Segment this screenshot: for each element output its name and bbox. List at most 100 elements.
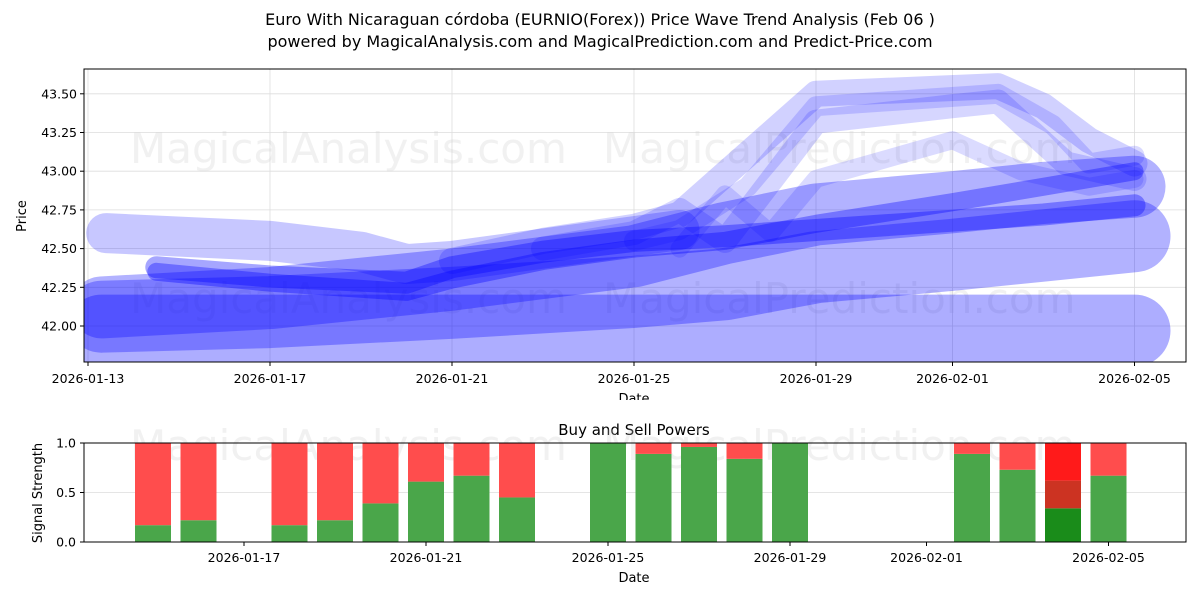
buy-segment xyxy=(499,497,535,542)
sell-segment xyxy=(1045,443,1081,481)
buy-sell-bar xyxy=(635,443,672,542)
y-tick-label: 42.50 xyxy=(41,241,77,256)
main-grid xyxy=(84,69,1186,362)
watermark-prediction: MagicalPrediction.com xyxy=(603,124,1076,173)
buy-sell-bar xyxy=(135,443,171,542)
sell-segment xyxy=(726,443,763,459)
wave-peak-a xyxy=(439,73,1148,274)
x-tick-label: 2026-01-21 xyxy=(416,371,489,386)
sell-segment xyxy=(180,443,217,521)
sub-x-axis: 2026-01-17 2026-01-21 2026-01-25 2026-01-29… xyxy=(208,542,1145,565)
buy-sell-bar xyxy=(1045,443,1081,542)
buy-sell-bar xyxy=(180,443,217,542)
watermark-prediction-3: MagicalPrediction.com xyxy=(603,421,1076,470)
buy-segment xyxy=(408,481,444,542)
watermark-prediction-2: MagicalPrediction.com xyxy=(603,274,1076,323)
watermark-analysis-3: MagicalAnalysis.com xyxy=(130,421,567,470)
buy-sell-title: Buy and Sell Powers xyxy=(558,421,710,439)
buy-segment xyxy=(999,469,1036,542)
watermark-analysis-2: MagicalAnalysis.com xyxy=(130,274,567,323)
buy-segment xyxy=(726,458,763,542)
main-x-axis: 2026-01-13 2026-01-17 2026-01-21 2026-01-25… xyxy=(52,362,1171,386)
x-tick-label: 2026-01-25 xyxy=(598,371,671,386)
main-plot-frame xyxy=(83,68,1187,363)
x-tick-label: 2026-02-01 xyxy=(890,550,963,565)
buy-sell-bar xyxy=(499,443,535,542)
main-y-label: Price xyxy=(15,200,30,232)
wave-mid-low xyxy=(84,200,1171,353)
x-tick-label: 2026-01-17 xyxy=(234,371,307,386)
x-tick-label: 2026-02-05 xyxy=(1072,550,1145,565)
buy-segment xyxy=(362,503,399,542)
buy-sell-bar xyxy=(954,443,990,542)
buy-sell-bar xyxy=(1090,443,1127,542)
y-tick-label: 0.0 xyxy=(56,535,76,550)
sell-segment xyxy=(999,443,1036,470)
sell-segment xyxy=(362,443,399,504)
sell-segment xyxy=(317,443,353,521)
wave-mid-high xyxy=(84,155,1166,339)
x-tick-label: 2026-01-29 xyxy=(780,371,853,386)
buy-sell-bar xyxy=(453,443,490,542)
sell-segment xyxy=(635,443,672,454)
sub-y-label: Signal Strength xyxy=(31,443,46,543)
buy-segment xyxy=(453,475,490,542)
sell-segment xyxy=(954,443,990,454)
sub-x-label: Date xyxy=(618,571,649,586)
buy-segment xyxy=(1090,475,1127,542)
wave-peak-b xyxy=(531,89,1147,261)
y-tick-label: 43.25 xyxy=(41,125,77,140)
buy-sell-bar xyxy=(726,443,763,542)
chart-subtitle: powered by MagicalAnalysis.com and Magic… xyxy=(267,32,933,51)
x-tick-label: 2026-01-21 xyxy=(390,550,463,565)
x-tick-label: 2026-01-25 xyxy=(572,550,645,565)
buy-sell-bar xyxy=(590,443,626,542)
y-tick-label: 42.75 xyxy=(41,202,77,217)
main-y-axis: 42.00 42.25 42.50 42.75 43.00 43.25 43.50 xyxy=(41,86,84,334)
x-tick-label: 2026-01-17 xyxy=(208,550,281,565)
buy-sell-bars xyxy=(135,443,1127,542)
y-tick-label: 1.0 xyxy=(56,436,76,451)
y-tick-label: 43.00 xyxy=(41,164,77,179)
main-x-label: Date xyxy=(618,392,649,400)
x-tick-label: 2026-01-29 xyxy=(754,550,827,565)
sell-segment xyxy=(408,443,444,482)
buy-segment xyxy=(180,520,217,542)
buy-segment xyxy=(271,525,308,542)
x-tick-label: 2026-02-01 xyxy=(916,371,989,386)
y-tick-label: 0.5 xyxy=(56,485,76,500)
x-tick-label: 2026-01-13 xyxy=(52,371,125,386)
price-wave-chart: MagicalAnalysis.com MagicalPrediction.co… xyxy=(15,68,1187,400)
wave-core-b xyxy=(147,162,1144,301)
wave-series xyxy=(84,73,1171,362)
sell-segment xyxy=(271,443,308,526)
wave-core-a xyxy=(145,194,1146,294)
sub-plot-frame xyxy=(83,442,1187,543)
buy-sell-bar xyxy=(772,443,808,542)
wave-peak-c xyxy=(624,83,1145,251)
sell-segment xyxy=(499,443,535,498)
buy-sell-bar xyxy=(408,443,444,542)
buy-sell-bar xyxy=(999,443,1036,542)
buy-segment xyxy=(317,520,353,542)
buy-sell-bar xyxy=(271,443,308,542)
buy-segment xyxy=(590,443,626,542)
buy-segment xyxy=(954,453,990,542)
y-tick-label: 43.50 xyxy=(41,86,77,101)
sub-y-axis: 0.0 0.5 1.0 xyxy=(56,436,84,550)
buy-sell-bar xyxy=(362,443,399,542)
wave-left-wide xyxy=(86,210,700,285)
watermark-analysis: MagicalAnalysis.com xyxy=(130,124,567,173)
sell-segment xyxy=(1090,443,1127,476)
buy-segment xyxy=(635,453,672,542)
buy-segment xyxy=(1045,508,1081,542)
buy-segment xyxy=(772,443,808,542)
y-tick-label: 42.00 xyxy=(41,319,77,334)
buy-segment xyxy=(135,525,171,542)
buy-segment xyxy=(681,446,717,542)
sell-segment xyxy=(453,443,490,476)
buy-sell-bar xyxy=(317,443,353,542)
y-tick-label: 42.25 xyxy=(41,280,77,295)
wave-peak-d xyxy=(670,131,1144,258)
x-tick-label: 2026-02-05 xyxy=(1098,371,1171,386)
